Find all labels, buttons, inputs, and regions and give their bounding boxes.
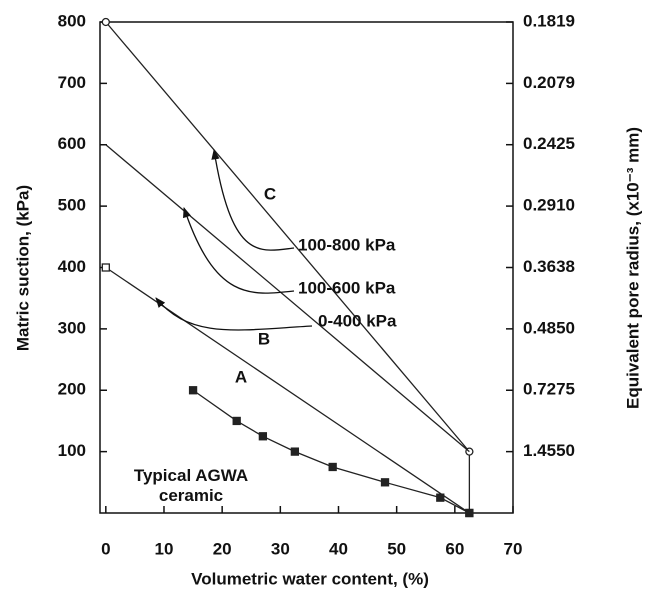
- y2-tick-label: 1.4550: [523, 441, 575, 460]
- annotation-arrow: [183, 207, 295, 294]
- x-tick-label: 40: [329, 539, 348, 558]
- y2-tick-label: 0.2425: [523, 134, 575, 153]
- y-tick-label: 600: [58, 134, 86, 153]
- annotation-arrow: [155, 297, 313, 331]
- annotation: 100-600 kPa: [298, 278, 396, 297]
- point: [188, 386, 198, 395]
- x-axis-title: Volumetric water content, (%): [191, 569, 429, 588]
- point: [328, 462, 337, 472]
- x-tick-label: 10: [155, 539, 174, 558]
- y-tick-label: 300: [58, 318, 86, 337]
- y2-tick-label: 0.2910: [523, 196, 575, 215]
- y-tick-label: 500: [58, 196, 86, 215]
- y2-tick-label: 0.4850: [523, 318, 575, 337]
- x-tick-label: 50: [387, 539, 406, 558]
- y-tick-label: 800: [58, 11, 86, 30]
- series-label: C: [264, 184, 276, 203]
- y2-tick-label: 0.1819: [523, 11, 575, 30]
- y-tick-label: 100: [58, 441, 86, 460]
- annotation-arrow: [211, 148, 295, 251]
- point: [290, 447, 300, 456]
- point: [232, 416, 241, 426]
- x-tick-label: 70: [504, 539, 523, 558]
- series-label: Typical AGWA ceramic: [133, 466, 249, 505]
- x-tick-label: 0: [101, 539, 110, 558]
- y-tick-label: 700: [58, 73, 86, 92]
- x-tick-label: 60: [445, 539, 464, 558]
- x-tick-label: 30: [271, 539, 290, 558]
- point: [465, 508, 474, 518]
- x-tick-label: 20: [213, 539, 232, 558]
- series-line: [105, 21, 470, 453]
- plot-frame: [99, 21, 514, 514]
- point: [258, 432, 268, 441]
- series-label: B: [258, 329, 270, 348]
- point: [380, 478, 390, 487]
- y2-tick-label: 0.3638: [523, 257, 575, 276]
- y-tick-label: 400: [58, 257, 86, 276]
- point: [101, 263, 110, 272]
- point: [101, 17, 110, 27]
- y2-tick-label: 0.7275: [523, 380, 575, 399]
- y2-tick-label: 0.2079: [523, 73, 575, 92]
- series-line: [192, 389, 470, 514]
- series-line: [105, 144, 470, 453]
- y2-axis-title: Equivalent pore radius, (x10⁻³ mm): [623, 127, 642, 409]
- y-tick-label: 200: [58, 380, 86, 399]
- point: [436, 493, 445, 502]
- annotation: 100-800 kPa: [298, 235, 396, 254]
- annotation: 0-400 kPa: [318, 311, 397, 330]
- series-label: A: [235, 367, 247, 386]
- y-axis-title: Matric suction, (kPa): [13, 185, 32, 351]
